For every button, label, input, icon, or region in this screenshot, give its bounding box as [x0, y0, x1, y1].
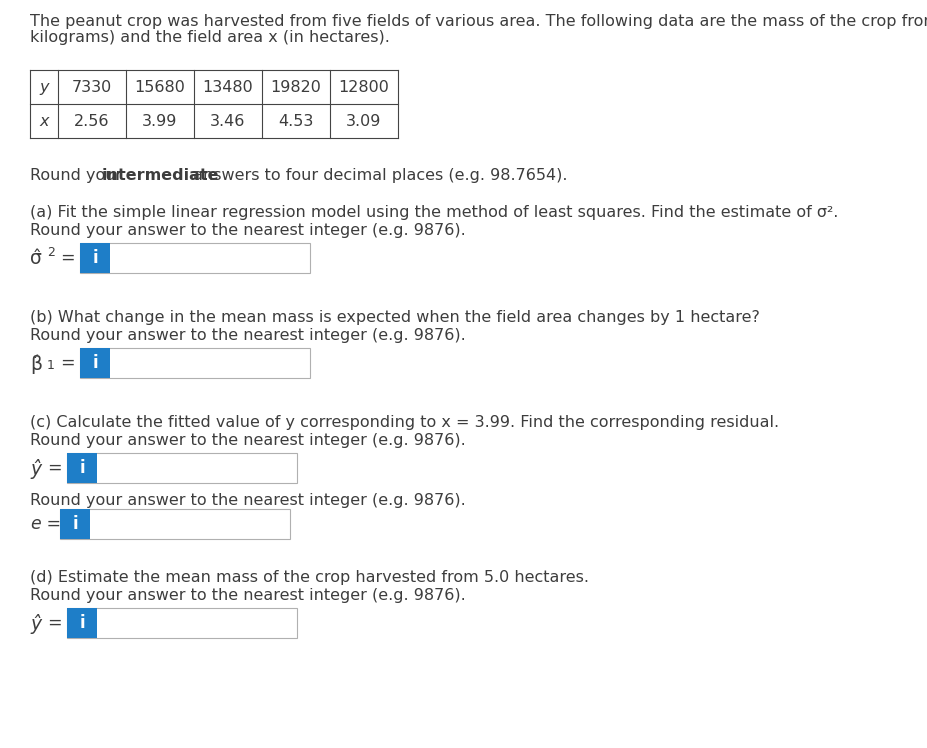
Text: 1: 1	[47, 359, 55, 372]
Text: 12800: 12800	[338, 79, 389, 94]
Text: (a) Fit the simple linear regression model using the method of least squares. Fi: (a) Fit the simple linear regression mod…	[30, 205, 838, 220]
Text: answers to four decimal places (e.g. 98.7654).: answers to four decimal places (e.g. 98.…	[188, 168, 567, 183]
Bar	[80, 243, 110, 273]
Bar	[80, 348, 310, 378]
Text: 15680: 15680	[134, 79, 185, 94]
Text: i: i	[79, 459, 84, 477]
Bar	[67, 608, 97, 638]
Text: 2: 2	[47, 246, 55, 259]
Text: Round your answer to the nearest integer (e.g. 9876).: Round your answer to the nearest integer…	[30, 588, 465, 603]
Bar	[67, 453, 97, 483]
Text: intermediate: intermediate	[102, 168, 220, 183]
Text: ŷ: ŷ	[30, 459, 41, 479]
Text: Round your answer to the nearest integer (e.g. 9876).: Round your answer to the nearest integer…	[30, 223, 465, 238]
Text: i: i	[79, 614, 84, 632]
Text: Round your answer to the nearest integer (e.g. 9876).: Round your answer to the nearest integer…	[30, 328, 465, 343]
Text: (d) Estimate the mean mass of the crop harvested from 5.0 hectares.: (d) Estimate the mean mass of the crop h…	[30, 570, 589, 585]
Text: ŷ: ŷ	[30, 614, 41, 634]
Text: x: x	[39, 114, 49, 129]
Text: β̂: β̂	[30, 354, 42, 373]
Text: 3.99: 3.99	[143, 114, 178, 129]
Bar	[60, 509, 290, 539]
Text: 4.53: 4.53	[278, 114, 313, 129]
Text: i: i	[72, 515, 78, 533]
Text: Round your: Round your	[30, 168, 127, 183]
Text: =: =	[60, 354, 75, 372]
Bar	[67, 608, 297, 638]
Text: =: =	[41, 515, 61, 533]
Text: (b) What change in the mean mass is expected when the field area changes by 1 he: (b) What change in the mean mass is expe…	[30, 310, 760, 325]
Text: Round your answer to the nearest integer (e.g. 9876).: Round your answer to the nearest integer…	[30, 433, 465, 448]
Text: (c) Calculate the fitted value of y corresponding to x = 3.99. Find the correspo: (c) Calculate the fitted value of y corr…	[30, 415, 779, 430]
Text: =: =	[47, 459, 61, 477]
Text: Round your answer to the nearest integer (e.g. 9876).: Round your answer to the nearest integer…	[30, 493, 465, 508]
Text: 7330: 7330	[72, 79, 112, 94]
Text: 3.46: 3.46	[210, 114, 246, 129]
Text: 13480: 13480	[203, 79, 253, 94]
Bar	[80, 243, 310, 273]
Bar	[67, 453, 297, 483]
Text: kilograms) and the field area x (in hectares).: kilograms) and the field area x (in hect…	[30, 30, 390, 45]
Text: i: i	[92, 354, 98, 372]
Text: y: y	[39, 79, 49, 94]
Text: =: =	[47, 614, 61, 632]
Text: 2.56: 2.56	[74, 114, 109, 129]
Text: σ̂: σ̂	[30, 249, 42, 268]
Text: i: i	[92, 249, 98, 267]
Bar	[60, 509, 90, 539]
Text: =: =	[60, 249, 75, 267]
Text: 3.09: 3.09	[347, 114, 382, 129]
Bar	[80, 348, 110, 378]
Text: 19820: 19820	[271, 79, 322, 94]
Text: The peanut crop was harvested from five fields of various area. The following da: The peanut crop was harvested from five …	[30, 14, 927, 29]
Text: e: e	[30, 515, 41, 533]
